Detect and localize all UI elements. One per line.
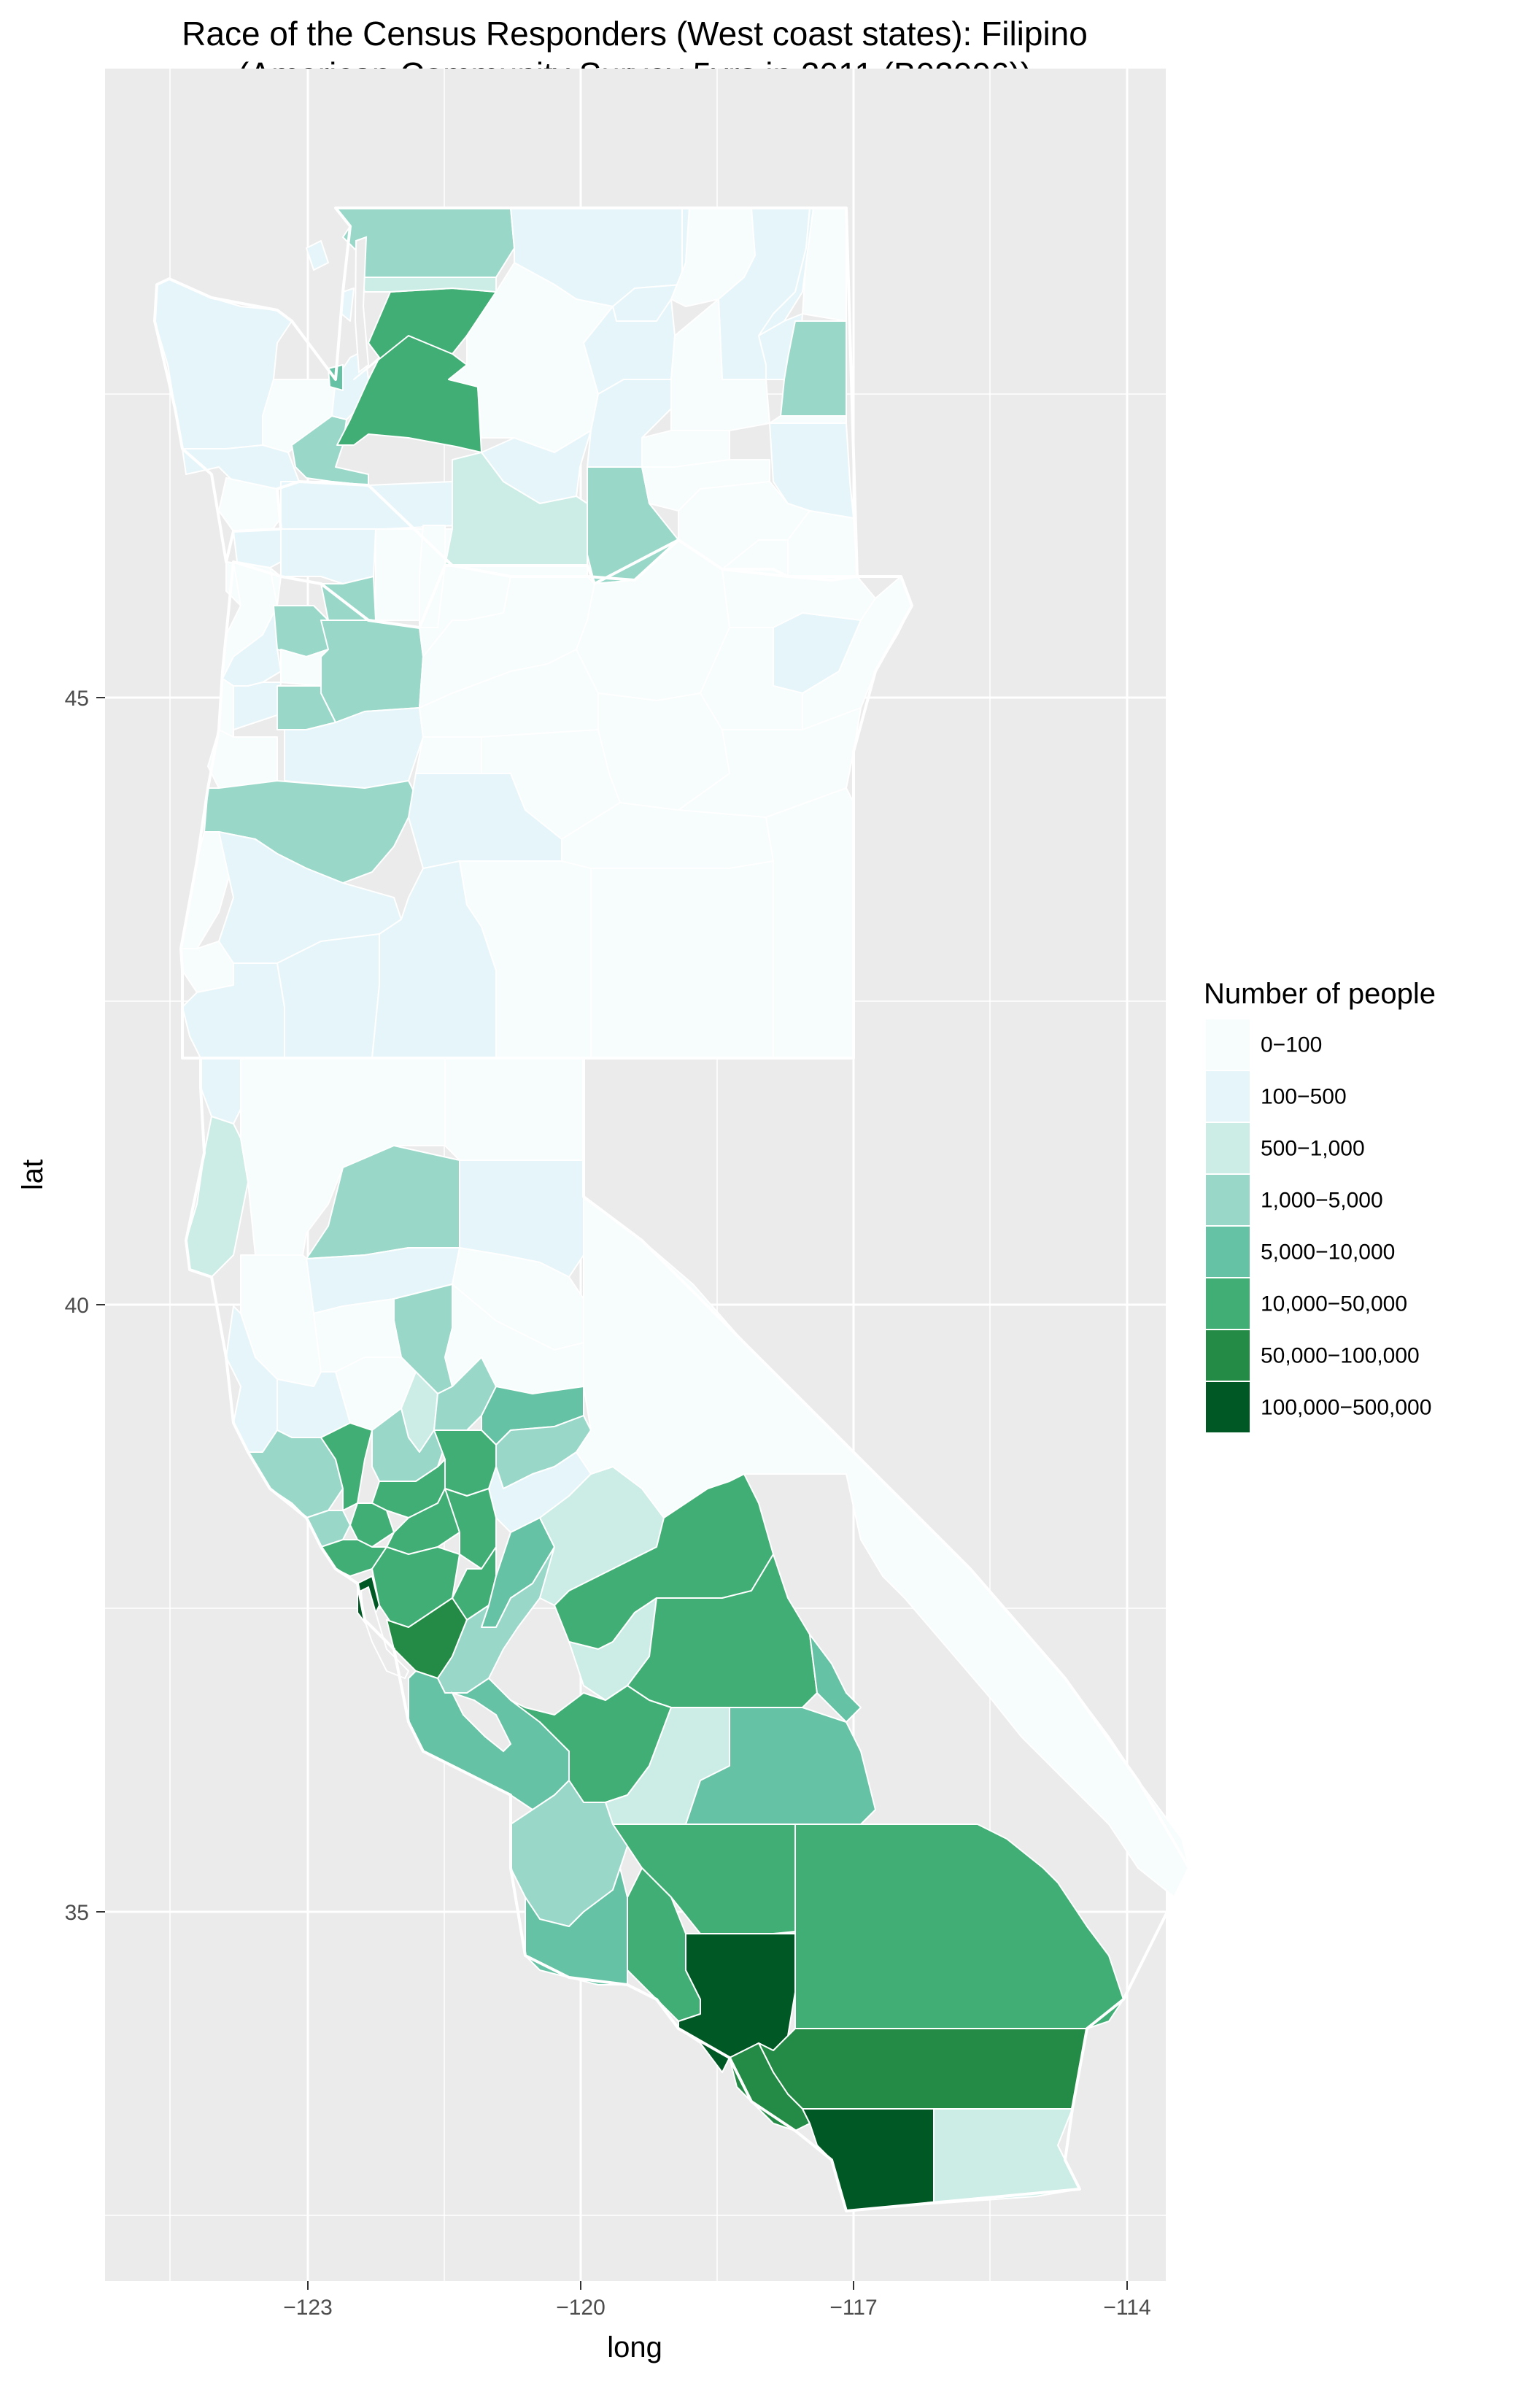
san-francisco-bay [360,1586,410,1680]
county-region [758,2028,1088,2110]
y-tick-label: 35 [65,1901,89,1925]
x-tick-label: −114 [1103,2296,1150,2320]
legend-swatch [1204,1329,1251,1382]
water-bodies [354,236,512,1753]
legend-swatch [1204,1381,1251,1434]
county-region [590,860,774,1059]
legend-label: 0−100 [1261,1033,1322,1057]
y-axis-title: lat [17,1159,49,1190]
county-region [444,1057,584,1161]
legend-title: Number of people [1204,978,1436,1010]
county-region [765,415,847,424]
county-region [794,1824,1124,2029]
legend-label: 100−500 [1261,1085,1347,1109]
legend-swatch [1204,1225,1251,1278]
y-tick-label: 45 [65,687,89,711]
california-outline [185,1057,1191,2212]
county-region [280,481,457,530]
legend-label: 1,000−5,000 [1261,1189,1383,1213]
x-tick-label: −120 [556,2296,606,2320]
county-region [765,787,854,1059]
x-tick-label: −117 [829,2296,877,2320]
x-axis: −123 −120 −117 −114 long [283,2281,1151,2363]
oregon-outline [179,539,913,1060]
x-axis-title: long [607,2331,662,2363]
legend-swatch [1204,1018,1251,1071]
legend-items: 0−100 100−500 500−1,000 1,000−5,000 5,000−10… [1204,1018,1431,1434]
plot-panel [105,69,1191,2281]
legend-swatch [1204,1070,1251,1123]
county-region [444,452,588,566]
puget-sound [354,236,370,374]
legend-label: 5,000−10,000 [1261,1240,1395,1265]
county-region [360,277,497,293]
county-region [320,620,424,723]
county-region [415,736,482,774]
y-tick-label: 40 [65,1294,89,1318]
legend-label: 500−1,000 [1261,1137,1365,1161]
state-outlines [153,207,1191,2212]
x-tick-label: −123 [283,2296,333,2320]
county-region [233,528,282,568]
legend-swatch [1204,1277,1251,1330]
map-layer [153,207,1191,2212]
legend-swatch [1204,1173,1251,1227]
county-region [306,240,329,271]
oregon-counties [180,539,913,1059]
county-region [933,2108,1080,2204]
legend-label: 100,000−500,000 [1261,1396,1431,1420]
y-axis: 45 40 35 lat [17,687,105,1925]
legend: Number of people 0−100 100−500 500−1,000 1,… [1204,978,1436,1434]
washington-counties [154,207,858,628]
monterey-bay [451,1691,512,1753]
legend-label: 50,000−100,000 [1261,1344,1420,1368]
legend-swatch [1204,1122,1251,1175]
washington-outline [153,207,859,582]
chart-title-line1: Race of the Census Responders (West coas… [182,15,1088,53]
legend-label: 10,000−50,000 [1261,1292,1407,1316]
county-region [280,528,376,584]
